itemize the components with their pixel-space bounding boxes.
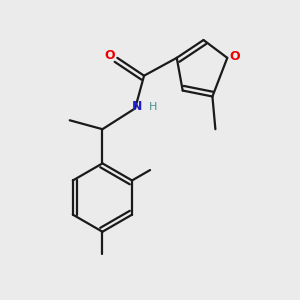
Text: H: H bbox=[149, 102, 157, 112]
Text: N: N bbox=[131, 100, 142, 113]
Text: O: O bbox=[230, 50, 240, 63]
Text: O: O bbox=[105, 49, 115, 62]
